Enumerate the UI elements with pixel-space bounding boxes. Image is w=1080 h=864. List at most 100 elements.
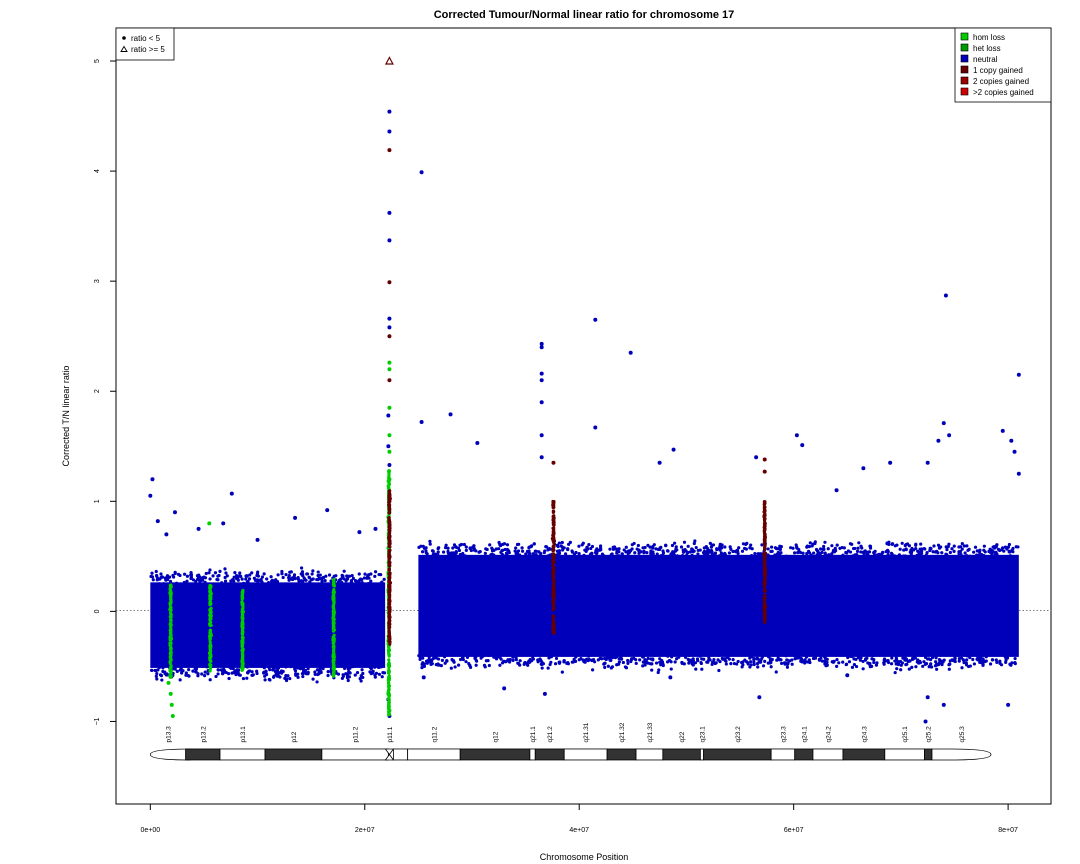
data-point: [744, 542, 748, 546]
data-point: [247, 577, 252, 581]
legend-label: >2 copies gained: [973, 88, 1034, 97]
data-point: [551, 601, 555, 605]
data-point: [606, 664, 610, 668]
data-point: [387, 608, 392, 612]
data-point: [253, 578, 258, 582]
data-point: [386, 684, 391, 688]
data-point: [311, 677, 315, 681]
data-point: [763, 500, 767, 504]
data-point: [387, 378, 392, 383]
data-point: [320, 579, 324, 583]
data-point: [957, 659, 961, 663]
data-point: [551, 590, 555, 594]
data-point: [260, 575, 265, 579]
legend-swatch: [960, 54, 969, 63]
data-point: [194, 667, 198, 671]
data-point: [665, 549, 670, 553]
data-point: [755, 656, 760, 660]
data-point: [356, 582, 360, 586]
data-point: [165, 673, 169, 677]
data-point: [259, 584, 263, 588]
data-point: [928, 664, 932, 668]
data-point: [941, 421, 946, 426]
data-point: [189, 576, 193, 581]
data-point: [581, 541, 585, 545]
data-point: [781, 558, 785, 562]
data-point: [219, 668, 223, 672]
data-point: [275, 666, 279, 670]
data-point: [547, 656, 551, 660]
data-point: [173, 667, 177, 671]
data-point: [907, 667, 911, 671]
data-point: [345, 672, 350, 676]
data-point: [957, 551, 961, 556]
data-point: [168, 601, 173, 605]
data-point: [306, 670, 310, 675]
data-point: [419, 170, 424, 175]
data-point: [208, 568, 212, 572]
data-point: [283, 676, 287, 680]
data-point: [690, 547, 694, 551]
data-point: [654, 661, 659, 665]
data-point: [748, 546, 752, 550]
data-point: [989, 555, 993, 559]
data-point: [672, 551, 676, 555]
data-point: [776, 547, 780, 551]
data-point: [502, 686, 507, 691]
data-point: [803, 557, 807, 561]
data-point: [379, 665, 384, 669]
data-point: [436, 552, 440, 556]
data-point: [430, 556, 435, 560]
data-point: [746, 662, 750, 666]
data-point: [998, 659, 1002, 663]
data-point: [254, 662, 258, 666]
data-point: [446, 554, 450, 558]
data-point: [757, 660, 761, 664]
data-point: [857, 541, 861, 545]
data-point: [194, 579, 198, 583]
data-point: [685, 553, 689, 558]
data-point: [454, 555, 458, 560]
data-point: [823, 552, 827, 556]
data-point: [296, 661, 300, 665]
ideogram-band: [699, 748, 704, 761]
data-point: [436, 554, 440, 559]
data-point: [180, 671, 184, 675]
data-point: [155, 671, 159, 676]
data-point: [936, 551, 940, 555]
data-point: [514, 546, 518, 550]
data-point: [766, 661, 770, 665]
data-point: [154, 569, 158, 574]
data-point: [475, 659, 479, 663]
data-point: [646, 656, 650, 661]
data-point: [469, 548, 473, 553]
data-point: [388, 561, 392, 565]
data-point: [626, 661, 630, 665]
ideogram-band: [321, 748, 389, 761]
data-point: [931, 550, 935, 554]
ideogram-band-label: p13.2: [200, 726, 207, 743]
data-point: [835, 543, 839, 547]
data-point: [255, 671, 259, 676]
chart-title: Corrected Tumour/Normal linear ratio for…: [434, 9, 735, 21]
data-point: [752, 662, 756, 667]
data-point: [360, 577, 364, 582]
data-point: [387, 405, 392, 410]
data-point: [684, 655, 688, 659]
data-point: [983, 550, 987, 554]
data-point: [835, 657, 839, 662]
data-point: [556, 544, 560, 549]
data-point: [748, 656, 752, 660]
data-point: [281, 575, 285, 580]
data-point: [241, 641, 245, 645]
data-point: [717, 554, 722, 558]
data-point: [167, 575, 171, 579]
data-point: [763, 578, 767, 582]
data-point: [272, 584, 276, 588]
data-point: [661, 553, 665, 557]
data-point: [373, 675, 377, 679]
data-point: [947, 433, 952, 438]
data-point: [833, 651, 837, 655]
data-point: [696, 552, 700, 556]
data-point: [989, 557, 994, 562]
